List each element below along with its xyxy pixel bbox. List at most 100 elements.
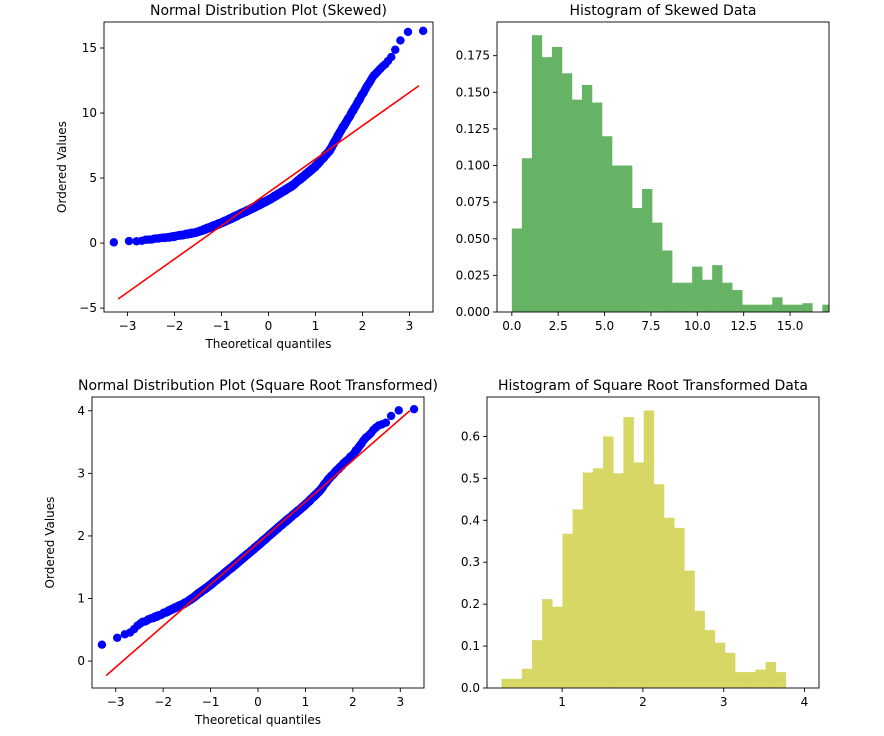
histogram-bar bbox=[724, 652, 736, 688]
y-tick-label: 0.125 bbox=[456, 122, 490, 136]
histogram-bar bbox=[611, 165, 623, 312]
histogram-bar bbox=[542, 599, 553, 688]
data-point bbox=[386, 411, 396, 421]
histogram-bar bbox=[562, 533, 573, 688]
y-tick-label: 0.6 bbox=[461, 429, 480, 443]
x-tick-label: −1 bbox=[213, 319, 231, 333]
plot-data bbox=[511, 35, 829, 312]
subplot-3: −3 −2 −1 0 1 2 3 0 1 2 3 4 Normal Distribution Plot … bbox=[43, 378, 438, 727]
x-tick-label: 0 bbox=[254, 695, 262, 709]
histogram-bar bbox=[674, 527, 685, 688]
y-tick-label: 0.050 bbox=[456, 232, 490, 246]
x-tick-label: −1 bbox=[202, 695, 220, 709]
data-point bbox=[418, 26, 428, 36]
x-tick-label: 1 bbox=[558, 695, 566, 709]
x-tick-label: 4 bbox=[801, 695, 809, 709]
histogram-bar bbox=[622, 165, 633, 312]
histogram-bar bbox=[541, 57, 553, 312]
histogram-bar bbox=[572, 509, 584, 688]
y-tick-label: 0.4 bbox=[461, 513, 480, 527]
x-tick-label: 10.0 bbox=[684, 319, 711, 333]
x-tick-label: 2 bbox=[349, 695, 357, 709]
histogram-bar bbox=[792, 304, 803, 312]
data-point bbox=[124, 236, 134, 246]
x-tick-label: 12.5 bbox=[730, 319, 757, 333]
histogram-bar bbox=[672, 282, 683, 312]
histogram-bar bbox=[613, 473, 624, 688]
histogram-bar bbox=[822, 304, 829, 312]
histogram-bar bbox=[704, 630, 716, 688]
plot-data bbox=[97, 404, 419, 677]
x-tick-label: 3 bbox=[406, 319, 414, 333]
x-tick-label: 0.0 bbox=[502, 319, 521, 333]
histogram-bar bbox=[752, 304, 763, 312]
histogram-bar bbox=[521, 668, 533, 688]
histogram-bar bbox=[782, 304, 793, 312]
histogram-bar bbox=[694, 610, 705, 688]
x-tick-label: 1 bbox=[302, 695, 310, 709]
histogram-bar bbox=[552, 606, 563, 688]
histogram-bar bbox=[623, 417, 634, 688]
y-tick-label: 0.175 bbox=[456, 49, 490, 63]
histogram-bar bbox=[745, 672, 756, 688]
data-point bbox=[109, 238, 119, 247]
x-tick-label: 2.5 bbox=[549, 319, 568, 333]
axes-frame bbox=[486, 396, 820, 689]
histogram-bar bbox=[652, 222, 663, 312]
x-axis-label: Theoretical quantiles bbox=[194, 713, 321, 727]
data-point bbox=[391, 45, 400, 54]
histogram-bar bbox=[603, 436, 614, 688]
y-tick-label: −5 bbox=[79, 301, 97, 315]
y-tick-label: 0 bbox=[77, 654, 85, 668]
x-tick-label: 7.5 bbox=[641, 319, 660, 333]
histogram-bar bbox=[742, 304, 753, 312]
y-tick-label: 0.2 bbox=[461, 597, 480, 611]
histogram-bar bbox=[653, 484, 665, 688]
subplot-1: −3 −2 −1 0 1 2 3 −5 0 5 10 15 Normal Distribution Pl… bbox=[55, 3, 434, 351]
subplot-4: 1 2 3 4 0.0 0.1 0.2 0.3 0.4 0.5 0.6 Histogram of Sq… bbox=[461, 378, 820, 709]
y-tick-label: 0.150 bbox=[456, 85, 490, 99]
histogram-bar bbox=[592, 468, 604, 688]
data-point bbox=[97, 640, 107, 649]
y-tick-label: 10 bbox=[82, 106, 97, 120]
y-tick-label: 0.075 bbox=[456, 195, 490, 209]
histogram-bar bbox=[571, 99, 583, 312]
histogram-bar bbox=[511, 678, 523, 688]
fit-line bbox=[105, 410, 411, 677]
histogram-bar bbox=[501, 678, 512, 688]
x-tick-label: 1 bbox=[312, 319, 320, 333]
histogram-bar bbox=[643, 410, 655, 688]
plot-data bbox=[501, 410, 787, 688]
x-tick-label: 3 bbox=[720, 695, 728, 709]
chart-title: Normal Distribution Plot (Skewed) bbox=[150, 3, 387, 19]
y-tick-label: 0.3 bbox=[461, 555, 480, 569]
chart-title: Histogram of Square Root Transformed Dat… bbox=[498, 378, 808, 394]
x-tick-label: 5.0 bbox=[595, 319, 614, 333]
histogram-bar bbox=[702, 279, 713, 312]
histogram-bar bbox=[755, 669, 766, 688]
y-tick-label: 0 bbox=[89, 236, 97, 250]
histogram-bar bbox=[601, 136, 613, 312]
histogram-bar bbox=[532, 640, 543, 688]
y-tick-label: 0.000 bbox=[456, 305, 490, 319]
y-tick-label: 0.5 bbox=[461, 471, 480, 485]
histogram-bar bbox=[561, 73, 573, 312]
histogram-bar bbox=[531, 35, 543, 312]
y-axis-label: Ordered Values bbox=[43, 497, 57, 589]
data-point bbox=[403, 27, 413, 37]
y-axis-label: Ordered Values bbox=[55, 121, 69, 213]
y-tick-label: 0.100 bbox=[456, 159, 490, 173]
histogram-bar bbox=[632, 208, 643, 312]
y-tick-label: 2 bbox=[77, 529, 85, 543]
histogram-bar bbox=[521, 158, 533, 312]
x-tick-label: −2 bbox=[154, 695, 172, 709]
x-tick-label: −3 bbox=[107, 695, 125, 709]
histogram-bar bbox=[722, 282, 733, 312]
fit-line bbox=[117, 85, 420, 300]
histogram-bar bbox=[582, 472, 594, 688]
data-point bbox=[396, 36, 405, 45]
histogram-bar bbox=[802, 303, 813, 312]
histogram-bar bbox=[511, 228, 523, 312]
histogram-bar bbox=[684, 570, 695, 688]
